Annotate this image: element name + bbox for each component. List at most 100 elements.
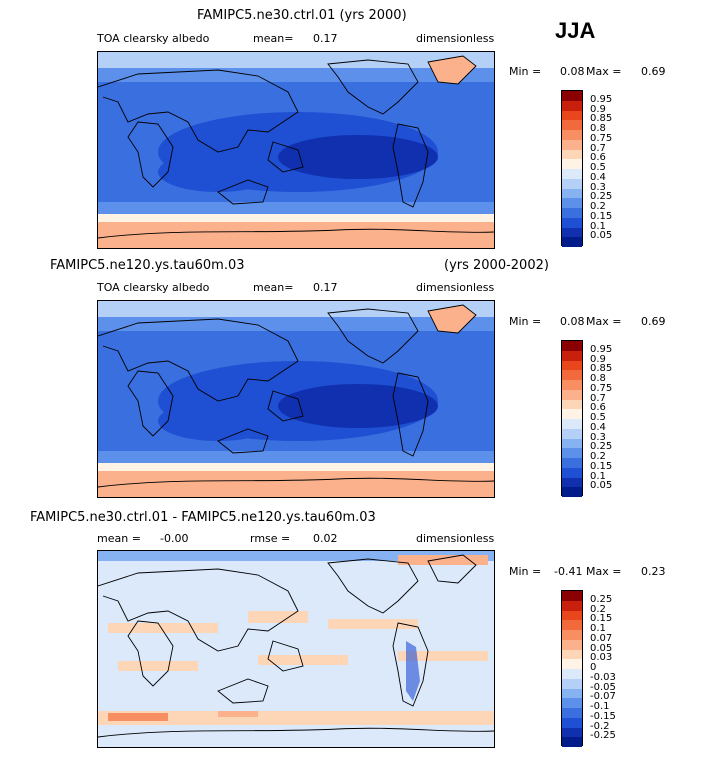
colorbar-swatch — [562, 717, 582, 728]
colorbar-label: -0.25 — [590, 730, 616, 742]
colorbar-swatch — [562, 370, 582, 380]
colorbar-swatch — [562, 159, 582, 169]
colorbar-label: -0.1 — [590, 701, 610, 712]
panel1-map — [97, 51, 495, 249]
colorbar-label: 0.9 — [590, 353, 606, 365]
colorbar-label: 0 — [590, 662, 597, 673]
panel2-units: dimensionless — [416, 281, 495, 294]
colorbar-swatch — [562, 698, 582, 708]
colorbar-swatch — [562, 178, 582, 189]
panel1-map-svg — [98, 52, 494, 248]
colorbar-label: 0.7 — [590, 392, 606, 404]
colorbar-swatch — [562, 227, 582, 238]
colorbar-label: 0.1 — [590, 470, 606, 482]
colorbar-swatch — [562, 139, 582, 150]
colorbar-label: 0.4 — [590, 421, 606, 433]
colorbar-label: 0.2 — [590, 201, 606, 212]
colorbar-swatch — [562, 708, 582, 718]
colorbar-swatch — [562, 217, 582, 228]
colorbar-swatch — [562, 669, 582, 679]
panel3-max-label: Max = — [586, 565, 622, 578]
colorbar-label: 0.4 — [590, 171, 606, 183]
panel1-min-value: 0.08 — [560, 65, 585, 78]
panel2-mean-label: mean= — [253, 281, 294, 294]
panel3-rmse-label: rmse = — [250, 532, 291, 545]
colorbar-label: 0.03 — [590, 652, 613, 664]
colorbar-label: 0.85 — [590, 113, 613, 125]
colorbar-label: 0.2 — [590, 603, 606, 615]
panel3-mean-value: -0.00 — [160, 532, 189, 545]
colorbar-swatch — [562, 591, 582, 601]
panel1-mean-value: 0.17 — [313, 32, 338, 45]
colorbar-swatch — [562, 169, 582, 179]
colorbar-swatch — [562, 198, 582, 208]
colorbar-swatch — [562, 399, 582, 410]
colorbar-swatch — [562, 419, 582, 429]
colorbar-label: 0.2 — [590, 451, 606, 462]
colorbar-label: 0.75 — [590, 132, 613, 144]
panel3-max-value: 0.23 — [641, 565, 666, 578]
panel2-min-label: Min = — [509, 315, 542, 328]
panel2-max-label: Max = — [586, 315, 622, 328]
colorbar-label: 0.25 — [590, 191, 613, 203]
colorbar-swatch — [562, 91, 582, 101]
colorbar-label: 0.15 — [590, 460, 613, 472]
colorbar-swatch — [562, 639, 582, 650]
colorbar-swatch — [562, 610, 582, 621]
colorbar-swatch — [562, 380, 582, 390]
season-label: JJA — [555, 18, 596, 43]
colorbar-label: 0.05 — [590, 230, 613, 242]
panel2-colorbar — [561, 340, 583, 497]
colorbar-label: 0.95 — [590, 343, 613, 355]
panel1-title: FAMIPC5.ne30.ctrl.01 (yrs 2000) — [197, 8, 407, 23]
panel1-colorbar — [561, 90, 583, 247]
colorbar-label: 0.85 — [590, 363, 613, 375]
panel2-mean-value: 0.17 — [313, 281, 338, 294]
colorbar-label: 0.6 — [590, 402, 606, 414]
panel3-title: FAMIPC5.ne30.ctrl.01 - FAMIPC5.ne120.ys.… — [30, 510, 376, 525]
colorbar-label: 0.1 — [590, 220, 606, 232]
colorbar-label: 0.3 — [590, 181, 606, 193]
colorbar-swatch — [562, 659, 582, 669]
colorbar-swatch — [562, 237, 582, 247]
panel3-rmse-value: 0.02 — [313, 532, 338, 545]
colorbar-swatch — [562, 487, 582, 497]
colorbar-swatch — [562, 389, 582, 400]
panel2-title: FAMIPC5.ne120.ys.tau60m.03 — [50, 258, 245, 273]
colorbar-label: 0.05 — [590, 480, 613, 492]
panel3-min-label: Min = — [509, 565, 542, 578]
colorbar-label: 0.15 — [590, 210, 613, 222]
panel1-max-value: 0.69 — [641, 65, 666, 78]
colorbar-swatch — [562, 600, 582, 611]
colorbar-label: 0.15 — [590, 613, 613, 625]
panel1-variable: TOA clearsky albedo — [97, 32, 210, 45]
panel3-map — [97, 550, 495, 748]
colorbar-swatch — [562, 727, 582, 738]
colorbar-swatch — [562, 149, 582, 160]
panel3-map-svg — [98, 551, 494, 747]
colorbar-label: 0.8 — [590, 373, 606, 384]
panel2-max-value: 0.69 — [641, 315, 666, 328]
panel2-variable: TOA clearsky albedo — [97, 281, 210, 294]
colorbar-label: 0.25 — [590, 593, 613, 605]
panel3-min-value: -0.41 — [554, 565, 583, 578]
panel2-min-value: 0.08 — [560, 315, 585, 328]
colorbar-label: 0.5 — [590, 412, 606, 423]
colorbar-label: -0.05 — [590, 681, 616, 693]
colorbar-swatch — [562, 130, 582, 140]
panel3-mean-label: mean = — [97, 532, 141, 545]
colorbar-swatch — [562, 208, 582, 218]
colorbar-label: -0.07 — [590, 691, 616, 703]
colorbar-swatch — [562, 350, 582, 361]
colorbar-swatch — [562, 341, 582, 351]
colorbar-label: 0.25 — [590, 441, 613, 453]
colorbar-label: -0.15 — [590, 710, 616, 722]
colorbar-swatch — [562, 188, 582, 199]
panel2-map — [97, 300, 495, 498]
colorbar-label: -0.2 — [590, 720, 610, 732]
colorbar-swatch — [562, 448, 582, 458]
colorbar-swatch — [562, 438, 582, 449]
panel1-min-label: Min = — [509, 65, 542, 78]
colorbar-swatch — [562, 467, 582, 478]
colorbar-swatch — [562, 428, 582, 439]
